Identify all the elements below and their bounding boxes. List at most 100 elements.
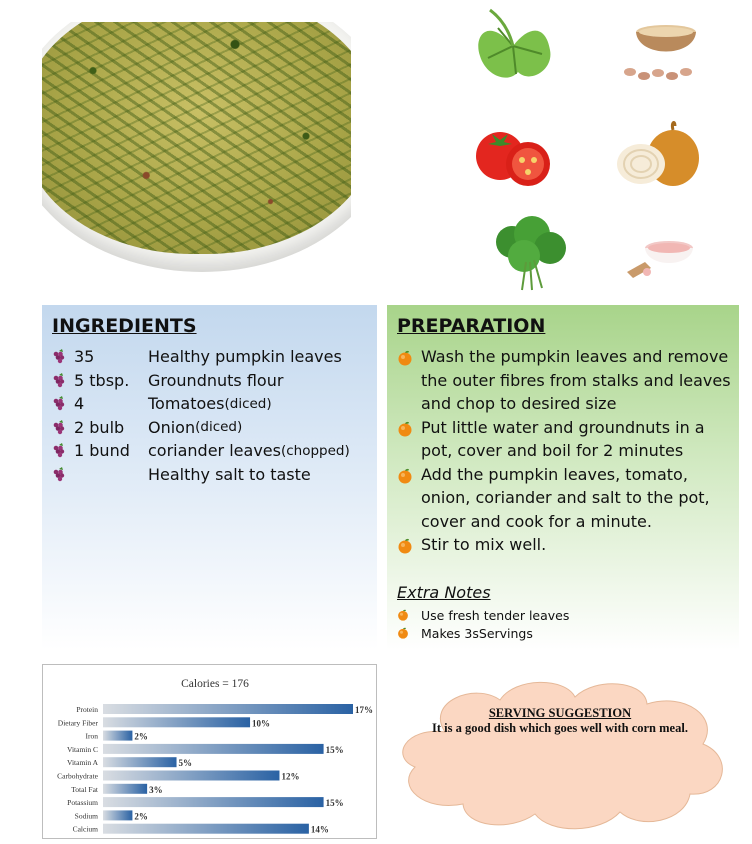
ingredient-row: 5 tbsp. Groundnuts flour [52, 369, 350, 393]
chart-value-label: 15% [326, 798, 344, 808]
ingredients-panel: INGREDIENTS 35 Healthy pumpkin leaves 5 tb… [42, 305, 377, 650]
chart-bar [103, 704, 353, 714]
ingredients-title: INGREDIENTS [52, 315, 197, 337]
ingredient-row: 2 bulb Onion (diced) [52, 416, 350, 440]
grape-icon [53, 419, 65, 434]
chart-value-label: 10% [252, 718, 270, 728]
serving-suggestion-cloud: SERVING SUGGESTION It is a good dish whi… [385, 672, 739, 837]
coriander-image [482, 212, 577, 292]
preparation-steps: Wash the pumpkin leaves and remove the o… [397, 345, 732, 561]
preparation-panel: PREPARATION Wash the pumpkin leaves and … [387, 305, 739, 650]
ingredient-quantity: 35 [74, 347, 95, 367]
ingredient-quantity: 2 bulb [74, 417, 125, 437]
onions-image [613, 118, 705, 193]
grape-icon [53, 372, 65, 387]
step-text: Put little water and groundnuts in a pot… [421, 417, 705, 461]
ingredient-note: (chopped) [280, 442, 350, 459]
preparation-title: PREPARATION [397, 315, 546, 337]
chart-category-label: Total Fat [71, 785, 99, 794]
chart-category-label: Dietary Fiber [58, 718, 99, 727]
note-bullet [397, 609, 421, 621]
ingredient-row: 35 Healthy pumpkin leaves [52, 345, 350, 369]
ingredient-quantity: 5 tbsp. [74, 370, 130, 390]
chart-value-label: 2% [134, 732, 148, 742]
serving-suggestion-title: SERVING SUGGESTION [488, 706, 632, 720]
orange-fruit-icon [398, 468, 412, 483]
ingredient-bullet [52, 419, 74, 435]
ingredient-name: Onion [148, 417, 196, 437]
grape-icon [53, 443, 65, 458]
nutrition-chart: Calories = 176 Protein 17% Dietary Fiber 10… [42, 664, 377, 839]
chart-bar [103, 770, 280, 781]
orange-fruit-icon [398, 609, 408, 621]
chart-category-label: Vitamin A [67, 758, 99, 767]
ingredient-name: Tomatoes [148, 394, 225, 414]
chart-bar [103, 717, 251, 728]
ingredient-row: 4 Tomatoes (diced) [52, 392, 350, 416]
orange-fruit-icon [398, 627, 408, 639]
groundnut-flour-image [622, 10, 712, 90]
extra-notes-title: Extra Notes [397, 583, 491, 602]
ingredient-name: Healthy salt to taste [148, 464, 311, 484]
ingredient-bullet [52, 466, 74, 482]
salt-image [623, 228, 703, 288]
extra-note-text: Use fresh tender leaves [421, 607, 570, 623]
chart-category-label: Protein [76, 705, 98, 714]
cloud-shape [402, 681, 723, 830]
chart-bar [103, 730, 133, 741]
preparation-step: Add the pumpkin leaves, tomato, onion, c… [397, 463, 732, 534]
extra-note: Use fresh tender leaves [397, 606, 569, 624]
ingredient-bullet [52, 396, 74, 412]
step-text: Add the pumpkin leaves, tomato, onion, c… [421, 464, 710, 531]
dish-photo [42, 22, 351, 275]
chart-value-label: 12% [281, 772, 299, 782]
ingredient-bullet [52, 443, 74, 459]
step-bullet [397, 345, 421, 416]
serving-suggestion-body: It is a good dish which goes well with c… [432, 721, 688, 735]
step-text: Wash the pumpkin leaves and remove the o… [421, 347, 731, 413]
step-text: Stir to mix well. [421, 535, 547, 554]
chart-category-label: Potassium [67, 798, 98, 807]
ingredient-name: coriander leaves [148, 441, 281, 461]
serving-suggestion-text-block: SERVING SUGGESTION It is a good dish whi… [425, 706, 695, 736]
chart-category-label: Iron [86, 732, 99, 741]
orange-fruit-icon [398, 421, 412, 436]
orange-fruit-icon [398, 538, 412, 554]
chart-value-label: 17% [355, 705, 373, 715]
pumpkin-leaf-image [468, 6, 558, 86]
ingredients-list: 35 Healthy pumpkin leaves 5 tbsp. Groundnut… [52, 345, 350, 486]
ingredient-bullet [52, 372, 74, 388]
note-bullet [397, 627, 421, 639]
ingredient-note: (diced) [224, 395, 272, 412]
preparation-step: Stir to mix well. [397, 533, 732, 561]
chart-category-label: Sodium [75, 811, 99, 820]
chart-bar [103, 757, 177, 768]
preparation-step: Put little water and groundnuts in a pot… [397, 416, 732, 463]
chart-bar [103, 810, 133, 821]
orange-fruit-icon [398, 350, 412, 366]
preparation-step: Wash the pumpkin leaves and remove the o… [397, 345, 732, 416]
chart-value-label: 3% [149, 785, 163, 795]
ingredient-bullet [52, 349, 74, 365]
chart-bar [103, 783, 148, 794]
chart-title: Calories = 176 [181, 678, 249, 690]
chart-bar [103, 797, 324, 808]
extra-notes-list: Use fresh tender leaves Makes 3sServings [397, 606, 569, 642]
ingredient-name: Groundnuts flour [148, 370, 284, 390]
ingredient-quantity: 1 bund [74, 441, 130, 461]
chart-value-label: 14% [311, 825, 329, 835]
nutrition-chart-svg: Calories = 176 Protein 17% Dietary Fiber 10… [57, 678, 373, 835]
chart-value-label: 15% [326, 745, 344, 755]
chart-marks: Protein 17% Dietary Fiber 10% Iron 2% Vitamin … [57, 704, 373, 835]
extra-note: Makes 3sServings [397, 624, 569, 642]
chart-category-label: Calcium [73, 825, 99, 834]
chart-category-label: Vitamin C [67, 745, 98, 754]
chart-value-label: 5% [179, 758, 193, 768]
grape-icon [53, 466, 65, 481]
ingredient-note: (diced) [195, 419, 243, 436]
chart-value-label: 2% [134, 811, 148, 821]
stew-surface [42, 22, 351, 254]
grape-icon [53, 396, 65, 411]
step-bullet [397, 416, 421, 463]
ingredient-name: Healthy pumpkin leaves [148, 347, 342, 367]
